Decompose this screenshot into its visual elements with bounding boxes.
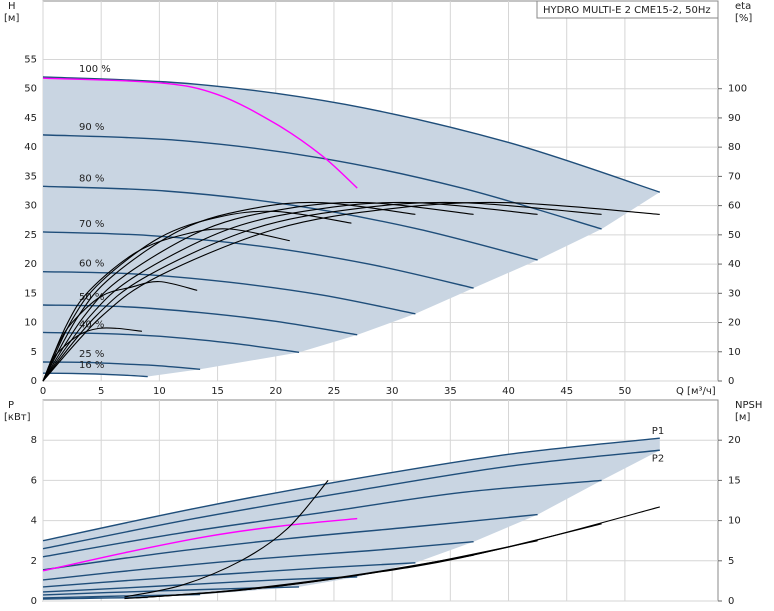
curve-label: 90 % <box>79 122 104 133</box>
y-tick-label: 20 <box>24 259 37 270</box>
chart-title: HYDRO MULTI-E 2 CME15-2, 50Hz <box>543 5 711 16</box>
x-tick-label: 0 <box>40 386 46 397</box>
secondary-curve <box>42 210 352 382</box>
x-tick-label: 45 <box>560 386 573 397</box>
x-tick-label: 10 <box>153 386 166 397</box>
curve-label: P2 <box>652 453 664 464</box>
y-axis-unit: [м] <box>4 13 19 24</box>
y2-tick-label: 10 <box>728 347 741 358</box>
curve <box>42 76 661 193</box>
y-tick-label: 15 <box>24 288 37 299</box>
y-tick-label: 8 <box>31 435 37 446</box>
secondary-curve <box>42 327 142 382</box>
y-tick-label: 55 <box>24 54 37 65</box>
curve <box>42 331 300 354</box>
secondary-curve <box>42 201 602 382</box>
curve <box>42 185 538 261</box>
curve-label: 25 % <box>79 349 104 360</box>
y-tick-label: 25 <box>24 230 37 241</box>
y2-axis-unit: [м] <box>735 412 750 423</box>
curve <box>42 479 602 558</box>
curve <box>42 562 416 588</box>
y2-tick-label: 90 <box>728 113 741 124</box>
y2-tick-label: 0 <box>728 596 734 607</box>
y2-axis-label: NPSH <box>735 400 762 411</box>
x-tick-label: 35 <box>444 386 457 397</box>
curve <box>42 270 416 315</box>
y-tick-label: 40 <box>24 142 37 153</box>
y2-tick-label: 30 <box>728 288 741 299</box>
y-axis-label: H <box>8 1 16 12</box>
curve-label: 40 % <box>79 319 104 330</box>
curve <box>42 517 358 572</box>
y2-tick-label: 60 <box>728 201 741 212</box>
curve <box>42 449 660 550</box>
curve <box>42 77 358 189</box>
secondary-curve <box>124 554 474 600</box>
y-tick-label: 30 <box>24 201 37 212</box>
x-tick-label: 5 <box>98 386 104 397</box>
x-tick-label: 30 <box>386 386 399 397</box>
y-axis-label: P <box>8 400 14 411</box>
secondary-curve <box>42 201 660 382</box>
y2-tick-label: 10 <box>728 516 741 527</box>
y-tick-label: 45 <box>24 113 37 124</box>
curve <box>42 304 358 336</box>
y-axis-unit: [кВт] <box>4 412 31 423</box>
curve-label: 70 % <box>79 219 104 230</box>
y-tick-label: 35 <box>24 171 37 182</box>
curve <box>42 361 201 371</box>
curve <box>42 576 358 593</box>
secondary-curve <box>42 281 198 382</box>
x-tick-label: 40 <box>502 386 515 397</box>
layer: HYDRO MULTI-E 2 CME15-2, 50HzH[м]eta[%]Q… <box>4 0 762 607</box>
curve <box>42 437 660 542</box>
curve-label: 60 % <box>79 259 104 270</box>
title-box <box>536 0 719 19</box>
y2-tick-label: 5 <box>728 556 734 567</box>
curve <box>42 513 538 571</box>
y2-tick-label: 20 <box>728 318 741 329</box>
curve-label: 16 % <box>79 360 104 371</box>
y2-axis-label: eta <box>735 1 751 12</box>
secondary-curve <box>42 201 538 382</box>
curve <box>42 541 474 581</box>
y2-tick-label: 20 <box>728 435 741 446</box>
curve <box>42 372 148 378</box>
x-tick-label: 15 <box>211 386 224 397</box>
y-tick-label: 2 <box>31 556 37 567</box>
y2-tick-label: 70 <box>728 171 741 182</box>
secondary-curve <box>124 480 329 598</box>
y2-tick-label: 0 <box>728 376 734 387</box>
x-axis-label: Q [м³/ч] <box>676 386 716 397</box>
x-tick-label: 50 <box>619 386 632 397</box>
curve <box>42 231 474 289</box>
y-tick-label: 10 <box>24 318 37 329</box>
x-tick-label: 25 <box>328 386 341 397</box>
operating-area <box>43 77 660 377</box>
y2-tick-label: 40 <box>728 259 741 270</box>
y2-axis-unit: [%] <box>735 13 752 24</box>
y-tick-label: 4 <box>31 516 37 527</box>
y2-tick-label: 50 <box>728 230 741 241</box>
x-tick-label: 20 <box>269 386 282 397</box>
curve-label: 80 % <box>79 173 104 184</box>
secondary-curve <box>42 201 474 382</box>
y-tick-label: 6 <box>31 475 37 486</box>
y2-tick-label: 100 <box>728 84 747 95</box>
y-tick-label: 5 <box>31 347 37 358</box>
y-tick-label: 50 <box>24 84 37 95</box>
y2-tick-label: 15 <box>728 475 741 486</box>
secondary-curve <box>42 228 290 382</box>
y2-tick-label: 80 <box>728 142 741 153</box>
y-tick-label: 0 <box>31 376 37 387</box>
curve-label: P1 <box>652 426 664 437</box>
y-tick-label: 0 <box>31 596 37 607</box>
curve-label: 100 % <box>79 64 111 75</box>
